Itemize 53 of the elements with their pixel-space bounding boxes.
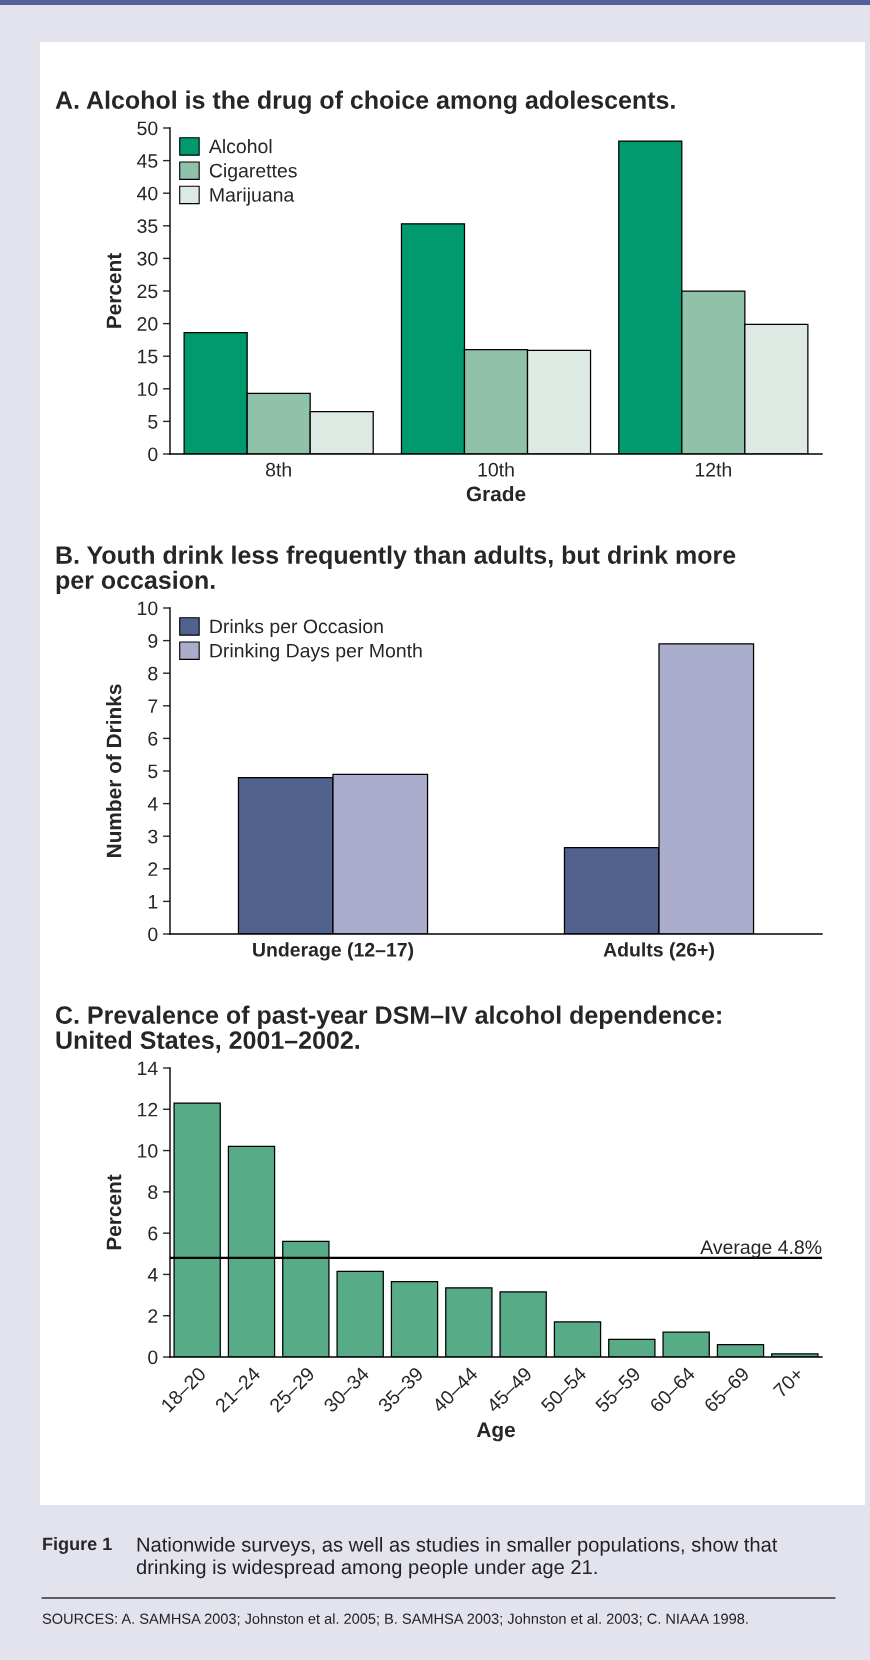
x-axis-title: Grade: [466, 486, 526, 502]
ref-line-label: Average 4.8%: [700, 1240, 822, 1258]
y-tick-label: 45: [137, 154, 158, 168]
y-tick-label: 0: [148, 447, 158, 462]
y-tick-label: 10: [138, 382, 158, 397]
y-tick-label: 15: [138, 349, 158, 364]
legend-label: Cigarettes: [209, 163, 297, 182]
y-tick-label: 5: [148, 764, 158, 779]
y-tick-label: 1: [148, 895, 158, 909]
text: Nationwide surveys, as well as studies in smaller populations, show that drinking is widespread among people under age 21.: [136, 1537, 778, 1579]
y-tick-label: 6: [148, 1226, 158, 1241]
chart-title: A. Alcohol is the drug of choice among adolescents.: [55, 90, 675, 114]
y-tick-label: 0: [148, 927, 158, 942]
x-axis-title: Age: [476, 1422, 515, 1442]
y-tick-label: 14: [138, 1061, 158, 1076]
y-tick-label: 4: [147, 797, 158, 811]
x-tick-label: 12th: [695, 462, 731, 477]
source-note: SOURCES: A. SAMHSA 2003; Johnston et al. 2005; B. SAMHSA 2003; Johnston et al. 2003; C. NIAAA 1998.: [42, 1613, 748, 1626]
y-tick-label: 35: [137, 219, 158, 234]
x-tick-label: Adults (26+): [603, 942, 714, 961]
y-tick-label: 40: [137, 186, 158, 201]
x-tick-label: Underage (12–17): [253, 942, 414, 961]
y-axis-title: Percent: [106, 1174, 122, 1250]
y-tick-label: 10: [138, 1144, 158, 1158]
y-tick-label: 7: [148, 699, 158, 713]
x-tick-label: 70+: [772, 1366, 805, 1399]
y-tick-label: 8: [148, 1185, 158, 1200]
chart-title: B. Youth drink less frequently than adults, but drink more per occasion.: [56, 545, 736, 594]
x-tick-label: 10th: [478, 462, 514, 477]
caption: Figure 1: [43, 1537, 112, 1554]
y-tick-label: 5: [148, 415, 158, 429]
y-tick-label: 2: [148, 862, 158, 876]
y-tick-label: 20: [137, 317, 158, 331]
y-tick-label: 4: [147, 1268, 158, 1282]
y-tick-label: 8: [148, 666, 158, 681]
y-tick-label: 6: [148, 731, 158, 746]
y-tick-label: 25: [137, 284, 158, 299]
legend-label: Alcohol: [208, 138, 272, 154]
y-tick-label: 3: [148, 829, 158, 844]
y-tick-label: 0: [148, 1350, 158, 1365]
y-axis-title: Percent: [106, 253, 122, 328]
chart-title: C. Prevalence of past-year DSM–IV alcohol dependence: United States, 2001–2002.: [56, 1005, 721, 1053]
y-tick-label: 2: [148, 1309, 158, 1323]
legend-label: Drinking Days per Month: [210, 643, 422, 662]
y-tick-label: 12: [138, 1102, 158, 1117]
y-axis-title: Number of Drinks: [106, 684, 122, 857]
legend-label: Drinks per Occasion: [210, 618, 383, 638]
x-tick-label: 8th: [266, 462, 291, 477]
y-tick-label: 30: [137, 251, 158, 266]
legend-label: Marijuana: [210, 187, 295, 206]
y-tick-label: 50: [137, 121, 158, 136]
y-tick-label: 10: [138, 601, 158, 616]
y-tick-label: 9: [148, 634, 158, 648]
